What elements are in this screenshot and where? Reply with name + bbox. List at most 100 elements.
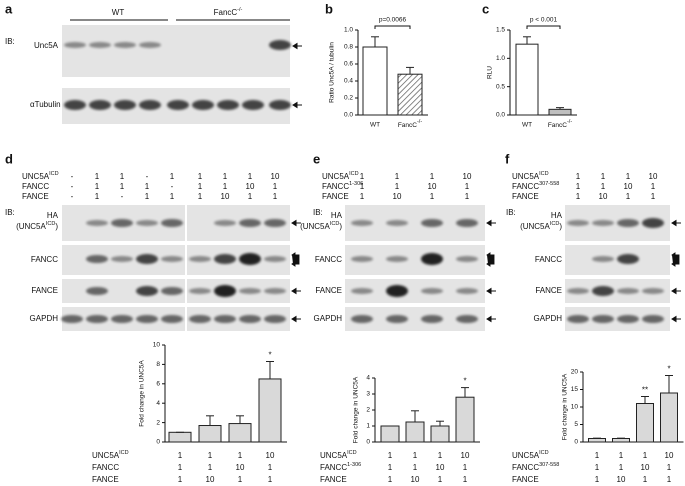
band bbox=[86, 255, 108, 263]
condition-label-main: FANCC bbox=[322, 182, 349, 191]
condition-value: 10 bbox=[641, 463, 650, 472]
blot-label: FANCE bbox=[315, 286, 342, 295]
band bbox=[86, 220, 108, 226]
condition-value: 1 bbox=[273, 192, 278, 201]
band bbox=[386, 220, 408, 226]
condition-value: 1 bbox=[145, 182, 150, 191]
arrow bbox=[671, 315, 681, 323]
condition-value: - bbox=[171, 182, 174, 191]
y-tick-label: 5 bbox=[574, 421, 578, 428]
significance-star: ** bbox=[642, 386, 648, 395]
band bbox=[242, 100, 264, 110]
blot-label: HA bbox=[551, 211, 563, 220]
band bbox=[214, 254, 236, 264]
group-label-sup: -/- bbox=[237, 7, 242, 13]
condition-value: 1 bbox=[601, 182, 606, 191]
band bbox=[421, 219, 443, 227]
condition-label: FANCC1-306 bbox=[322, 181, 363, 191]
band bbox=[136, 220, 158, 226]
bar bbox=[380, 425, 400, 443]
condition-value: 1 bbox=[438, 475, 443, 484]
condition-value: 10 bbox=[221, 192, 230, 201]
y-tick-label: 0.8 bbox=[344, 44, 353, 51]
arrow bbox=[486, 219, 496, 227]
band bbox=[642, 288, 664, 294]
band bbox=[239, 315, 261, 323]
band bbox=[617, 219, 639, 227]
band bbox=[567, 315, 589, 323]
condition-value: 1 bbox=[595, 475, 600, 484]
blot-label: FANCC bbox=[315, 255, 342, 264]
condition-value: 1 bbox=[238, 451, 243, 460]
x-tick-label: WT bbox=[370, 122, 380, 129]
panel-letter: b bbox=[325, 1, 333, 16]
band bbox=[351, 220, 373, 226]
band bbox=[592, 256, 614, 262]
y-tick-label: 1.0 bbox=[344, 27, 353, 34]
condition-value: 10 bbox=[266, 451, 275, 460]
condition-label-main: UNC5A bbox=[22, 172, 50, 181]
condition-label-sup: ICD bbox=[347, 450, 357, 456]
blot-label: FANCE bbox=[535, 286, 562, 295]
condition-value: 1 bbox=[268, 463, 273, 472]
condition-value: 1 bbox=[643, 475, 648, 484]
group-label: FancC-/- bbox=[214, 7, 243, 17]
y-tick-label: 1 bbox=[366, 423, 370, 430]
condition-value: 1 bbox=[95, 192, 100, 201]
band bbox=[567, 288, 589, 294]
condition-label-sup: ICD bbox=[539, 171, 549, 177]
condition-value: 1 bbox=[413, 451, 418, 460]
band bbox=[114, 42, 136, 48]
condition-label: FANCC1-306 bbox=[320, 462, 361, 472]
condition-value: 1 bbox=[667, 475, 672, 484]
y-axis-label: RLU bbox=[487, 66, 494, 79]
band bbox=[136, 286, 158, 296]
condition-value: 10 bbox=[665, 451, 674, 460]
band bbox=[61, 315, 83, 323]
blot-label: (UNC5AICD) bbox=[16, 221, 58, 231]
blot-label: FANCC bbox=[31, 255, 58, 264]
blot-label-sup: ICD bbox=[46, 221, 56, 227]
band bbox=[456, 256, 478, 262]
blot-label-after: ) bbox=[559, 222, 562, 231]
y-tick-label: 4 bbox=[366, 375, 370, 382]
condition-value: 1 bbox=[95, 182, 100, 191]
band bbox=[264, 219, 286, 227]
condition-value: 1 bbox=[430, 192, 435, 201]
condition-label-sup: ICD bbox=[539, 450, 549, 456]
y-tick-label: 3 bbox=[366, 391, 370, 398]
arrow bbox=[671, 287, 681, 295]
condition-value: 1 bbox=[120, 182, 125, 191]
condition-label-sup: 1-306 bbox=[349, 181, 363, 187]
condition-value: 1 bbox=[178, 475, 183, 484]
condition-value: - bbox=[121, 192, 124, 201]
y-tick-label: 0.4 bbox=[344, 78, 353, 85]
condition-value: 1 bbox=[576, 182, 581, 191]
y-tick-label: 0 bbox=[156, 439, 160, 446]
y-tick-label: 0 bbox=[366, 439, 370, 446]
y-axis-label: Fold change in UNC5A bbox=[353, 376, 360, 443]
band bbox=[161, 287, 183, 295]
band bbox=[64, 42, 86, 48]
panel-letter: e bbox=[313, 151, 320, 166]
band bbox=[189, 315, 211, 323]
condition-label: FANCC bbox=[92, 463, 119, 472]
blot-label: HA bbox=[47, 211, 59, 220]
band bbox=[264, 315, 286, 323]
group-label: WT bbox=[112, 8, 125, 17]
band bbox=[86, 315, 108, 323]
band bbox=[136, 315, 158, 323]
y-tick-label: 20 bbox=[571, 369, 579, 376]
bar bbox=[455, 396, 475, 443]
condition-label-main: FANCC bbox=[320, 463, 347, 472]
condition-value: 10 bbox=[393, 192, 402, 201]
condition-value: 1 bbox=[619, 451, 624, 460]
ib-label: IB: bbox=[5, 208, 15, 217]
y-tick-label: 2 bbox=[156, 419, 160, 426]
condition-value: 1 bbox=[273, 182, 278, 191]
condition-label-sup: ICD bbox=[349, 171, 359, 177]
condition-label-sup: ICD bbox=[49, 171, 59, 177]
p-bracket bbox=[374, 25, 411, 29]
bar bbox=[588, 438, 606, 443]
